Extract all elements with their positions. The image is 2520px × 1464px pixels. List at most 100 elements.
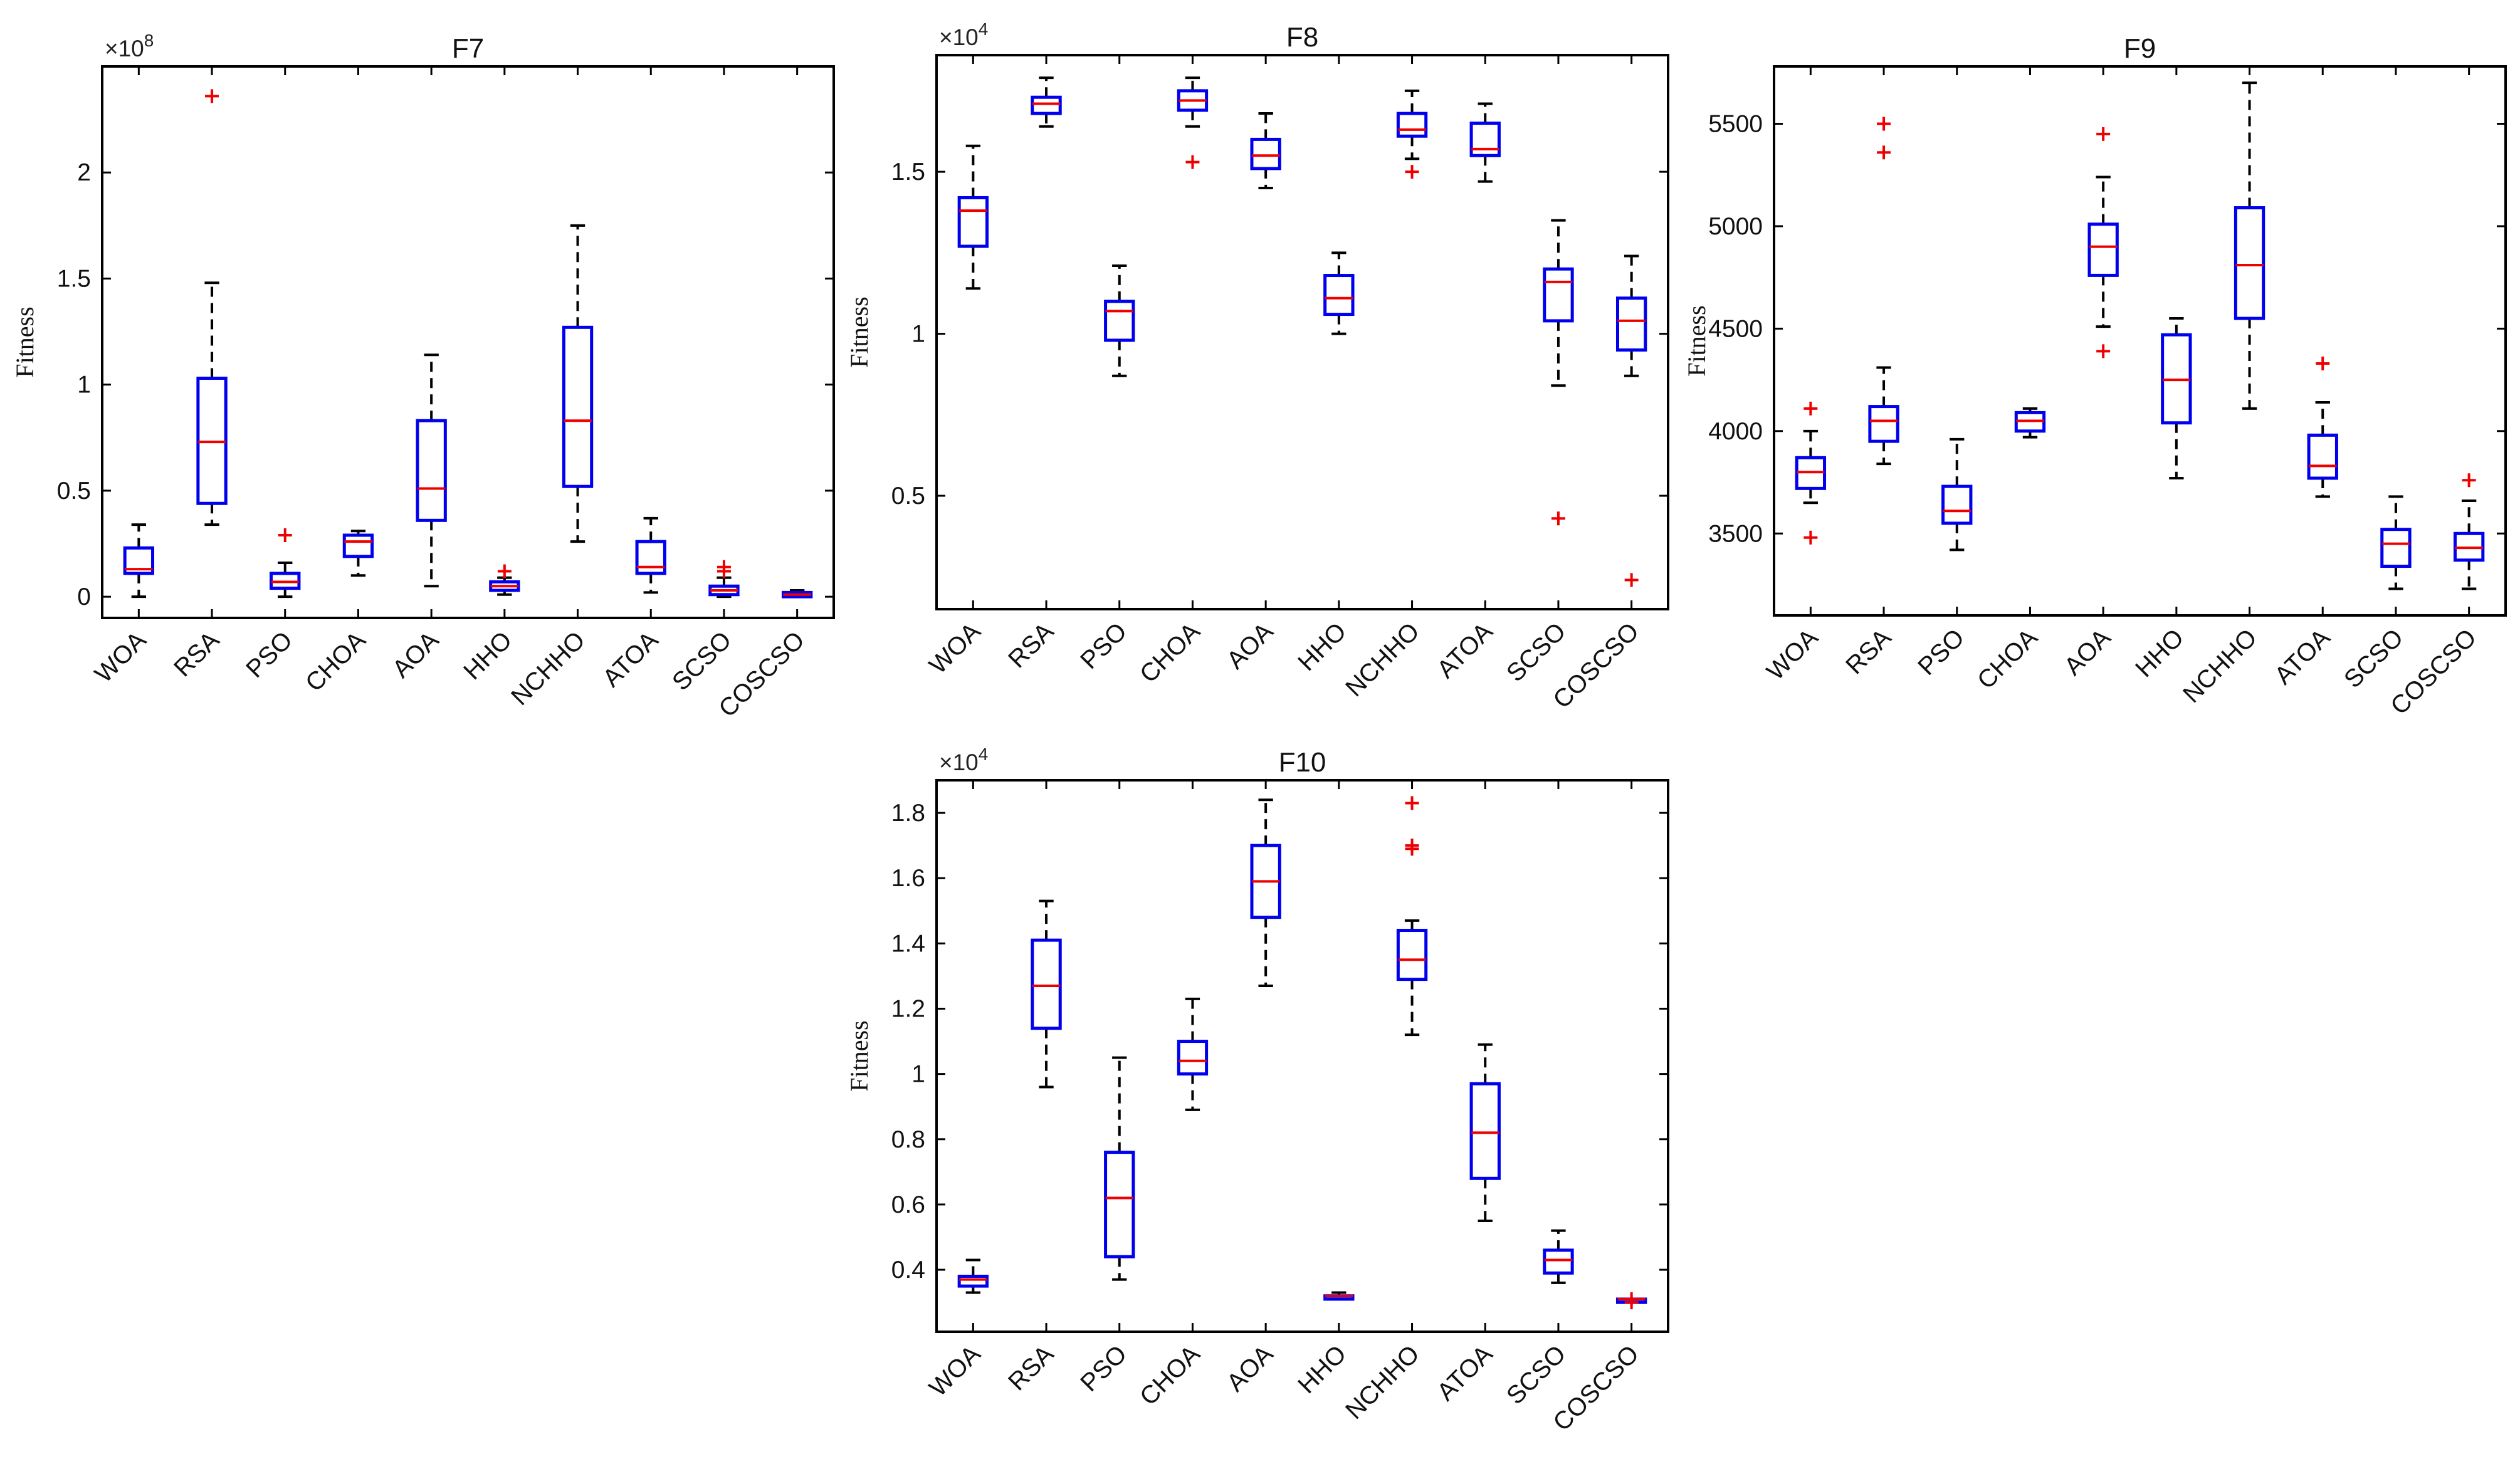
outlier-marker — [2316, 356, 2330, 370]
outlier-marker — [1877, 117, 1891, 131]
outlier-marker — [205, 89, 219, 103]
box-pso — [1104, 55, 1135, 609]
x-category-label: PSO — [1913, 624, 1970, 681]
y-axis-label: Fitness — [845, 1020, 873, 1091]
y-tick-label: 1.4 — [891, 930, 925, 957]
box-scso — [708, 66, 740, 618]
iqr-box — [562, 325, 594, 488]
outlier-marker — [1803, 530, 1818, 545]
box-hho — [2161, 66, 2192, 615]
x-category-label: CHOA — [1135, 617, 1205, 688]
axis-multiplier: ×104 — [939, 19, 988, 50]
x-category-label: SCSO — [1501, 617, 1571, 687]
y-tick-label: 2 — [77, 159, 91, 186]
axes-frame — [101, 65, 835, 619]
x-category-label: PSO — [1075, 1340, 1132, 1397]
x-category-label: HHO — [458, 626, 517, 685]
iqr-box — [1396, 112, 1428, 138]
outlier-marker — [1185, 155, 1200, 169]
iqr-box — [2380, 528, 2412, 568]
axes-frame — [935, 54, 1669, 610]
y-tick-label: 1.6 — [891, 865, 925, 892]
multiplier-exponent: 4 — [979, 745, 989, 764]
y-tick-label: 0.5 — [891, 483, 925, 510]
x-category-label: PSO — [241, 626, 298, 683]
box-rsa — [1031, 55, 1062, 609]
axes-frame — [1773, 65, 2507, 617]
iqr-box — [635, 540, 666, 575]
box-pso — [1104, 780, 1135, 1332]
box-aoa — [1250, 780, 1281, 1332]
x-category-label: ATOA — [1432, 617, 1498, 684]
x-category-label: ATOA — [2269, 624, 2336, 690]
x-category-label: CHOA — [1135, 1340, 1205, 1411]
iqr-box — [1396, 929, 1428, 981]
chart-panel-f9: F9 3500 4000 4500 5000 5500 Fitness WOA RSA PSO CH… — [1683, 33, 2507, 720]
x-category-label: WOA — [1761, 624, 1824, 686]
multiplier-base: ×10 — [939, 24, 979, 50]
outlier-marker — [2096, 127, 2111, 141]
y-tick-label: 1.5 — [57, 265, 91, 292]
x-category-label: WOA — [90, 626, 152, 688]
x-category-label: HHO — [1293, 1340, 1352, 1399]
outlier-marker — [1624, 573, 1639, 587]
outlier-marker — [497, 564, 512, 578]
x-category-label: NCHHO — [1340, 1340, 1425, 1425]
x-category-label: AOA — [2059, 624, 2116, 681]
outlier-marker — [2462, 473, 2476, 488]
y-tick-label: 3500 — [1708, 520, 1763, 547]
box-choa — [2014, 66, 2046, 615]
x-category-label: ATOA — [1432, 1340, 1498, 1406]
box-rsa — [196, 66, 228, 618]
iqr-box — [342, 533, 374, 558]
x-category-label: CHOA — [1972, 624, 2043, 694]
chart-title: F8 — [1286, 22, 1318, 53]
box-scso — [1543, 780, 1574, 1332]
x-category-label: SCSO — [2339, 624, 2408, 693]
x-category-label: NCHHO — [506, 626, 591, 711]
x-category-label: WOA — [924, 617, 986, 679]
iqr-box — [2234, 206, 2265, 320]
box-nchho — [562, 66, 594, 618]
y-tick-label: 4500 — [1708, 315, 1763, 342]
chart-panel-f8: F8 0.5 1 1.5 Fitness ×104 WOA RSA PSO CHOA AOA HHON… — [845, 19, 1669, 714]
x-category-label: AOA — [1222, 1340, 1279, 1397]
x-category-label: AOA — [387, 626, 444, 683]
y-tick-label: 5500 — [1708, 111, 1763, 138]
outlier-marker — [278, 528, 292, 542]
box-woa — [1795, 66, 1827, 615]
x-category-label: HHO — [2130, 624, 2189, 682]
y-tick-label: 1.5 — [891, 159, 925, 186]
box-coscso — [781, 66, 813, 618]
x-category-label: CHOA — [300, 626, 371, 697]
x-category-label: HHO — [1293, 617, 1352, 676]
y-tick-label: 1.2 — [891, 995, 925, 1022]
box-aoa — [2087, 66, 2119, 615]
chart-panel-f10: F10 0.4 0.6 0.8 1 1.2 1.4 1.6 1.8 Fitness ×104 WOA R… — [845, 745, 1669, 1436]
outlier-marker — [1405, 165, 1419, 179]
iqr-box — [416, 419, 447, 522]
y-tick-label: 0.4 — [891, 1257, 925, 1284]
box-scso — [2380, 66, 2412, 615]
box-nchho — [2234, 66, 2265, 615]
chart-title: F9 — [2124, 33, 2156, 64]
box-coscso — [1615, 55, 1647, 609]
iqr-box — [1941, 484, 1973, 525]
box-aoa — [1250, 55, 1281, 609]
x-category-label: SCSO — [1501, 1340, 1571, 1409]
box-choa — [1177, 780, 1209, 1332]
box-scso — [1543, 55, 1574, 609]
box-pso — [1941, 66, 1973, 615]
iqr-box — [1615, 296, 1647, 352]
iqr-box — [1031, 938, 1062, 1030]
iqr-box — [1323, 274, 1355, 316]
outlier-marker — [2096, 344, 2111, 358]
y-tick-label: 1 — [77, 372, 91, 399]
x-category-label: RSA — [1003, 617, 1059, 673]
y-axis-label: Fitness — [11, 306, 39, 377]
box-rsa — [1868, 66, 1899, 615]
box-atoa — [2307, 66, 2338, 615]
iqr-box — [957, 196, 989, 248]
iqr-box — [123, 546, 155, 575]
iqr-box — [1543, 267, 1574, 323]
